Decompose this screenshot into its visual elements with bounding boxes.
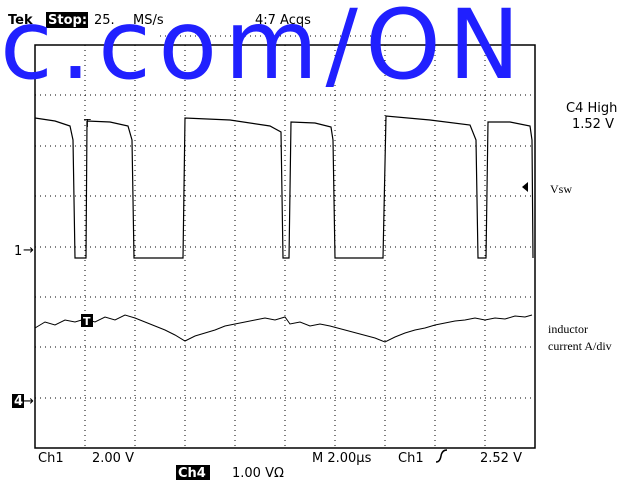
current-label: current A/div xyxy=(548,339,612,353)
trigger-marker-1: T xyxy=(83,117,91,130)
trig-source: Ch1 xyxy=(398,451,424,466)
stop-badge xyxy=(46,12,88,28)
rate: 25. xyxy=(94,13,115,28)
ch1-label: Ch1 xyxy=(38,451,64,466)
state: Stop: xyxy=(48,13,87,28)
ch1-arrow xyxy=(522,182,528,192)
brand: Tek xyxy=(8,13,33,28)
inductor-current-trace xyxy=(34,314,533,343)
header: Tek Stop: 25. MS/s 4:7 Acqs xyxy=(8,12,311,28)
trigger-value: 1.52 V xyxy=(572,117,614,132)
ch1-scale: 2.00 V xyxy=(92,451,134,466)
ch1-marker-arrow: → xyxy=(23,243,34,258)
acqs: 4:7 Acqs xyxy=(255,13,311,28)
trig-slope xyxy=(435,449,448,463)
timebase: M 2.00µs xyxy=(312,451,372,466)
ch4-marker-arrow: → xyxy=(23,394,34,409)
ch4-label: Ch4 xyxy=(178,466,206,480)
rate-unit: MS/s xyxy=(133,13,164,28)
ch4-scale: 1.00 VΩ xyxy=(232,466,284,480)
vsw-label: Vsw xyxy=(550,182,572,196)
vsw-trace xyxy=(34,115,534,259)
footer: Ch1 2.00 V M 2.00µs Ch1 2.52 V Ch4 1.00 … xyxy=(38,449,522,480)
ch4-marker: 4 xyxy=(14,394,23,409)
watermark: c.com/ON xyxy=(0,0,520,101)
ch1-marker: 1 xyxy=(14,244,22,259)
trigger-title: C4 High xyxy=(566,101,617,116)
ch4-marker-box xyxy=(12,394,24,408)
inductor-label: inductor xyxy=(548,322,588,336)
graticule xyxy=(35,35,535,448)
trigger-marker-box xyxy=(81,314,93,327)
trigger-marker-2: T xyxy=(83,315,91,328)
trig-level: 2.52 V xyxy=(480,451,522,466)
ch4-badge xyxy=(176,465,210,480)
